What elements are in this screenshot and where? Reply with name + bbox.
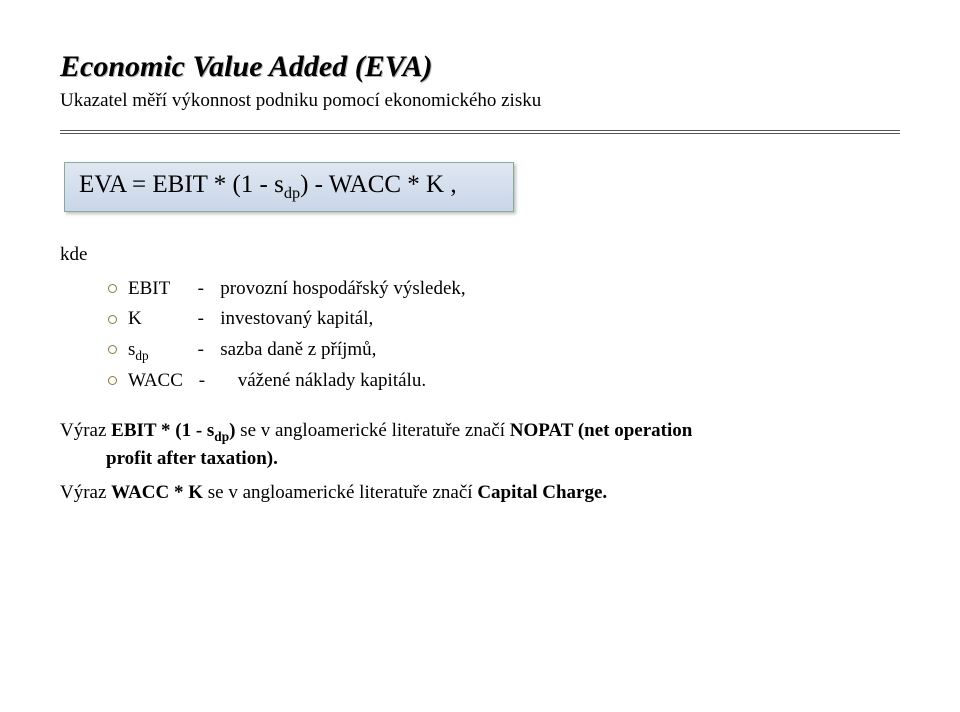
formula-box: EVA = EBIT * (1 - sdp) - WACC * K , — [64, 162, 514, 212]
def-item: K - investovaný kapitál, — [108, 304, 900, 334]
paragraph-nopat: Výraz EBIT * (1 - sdp) se v angloamerick… — [60, 418, 880, 471]
def-item: EBIT - provozní hospodářský výsledek, — [108, 274, 900, 304]
definitions-list: EBIT - provozní hospodářský výsledek, K … — [60, 274, 900, 396]
title-rule — [60, 130, 900, 134]
def-sym-sdp: sdp — [128, 335, 186, 366]
def-item: sdp - sazba daně z příjmů, — [108, 335, 900, 366]
paragraph-capital-charge: Výraz WACC * K se v angloamerické litera… — [60, 480, 880, 506]
slide-title: Economic Value Added (EVA) Economic Valu… — [60, 50, 433, 84]
formula-text: EVA = EBIT * (1 - sdp) - WACC * K , — [79, 171, 457, 198]
def-item: WACC - vážené náklady kapitálu. — [108, 366, 900, 396]
where-label: kde — [60, 244, 900, 266]
slide-subtitle: Ukazatel měří výkonnost podniku pomocí e… — [60, 90, 900, 112]
slide-title-wrap: Economic Value Added (EVA) Economic Valu… — [60, 50, 900, 84]
